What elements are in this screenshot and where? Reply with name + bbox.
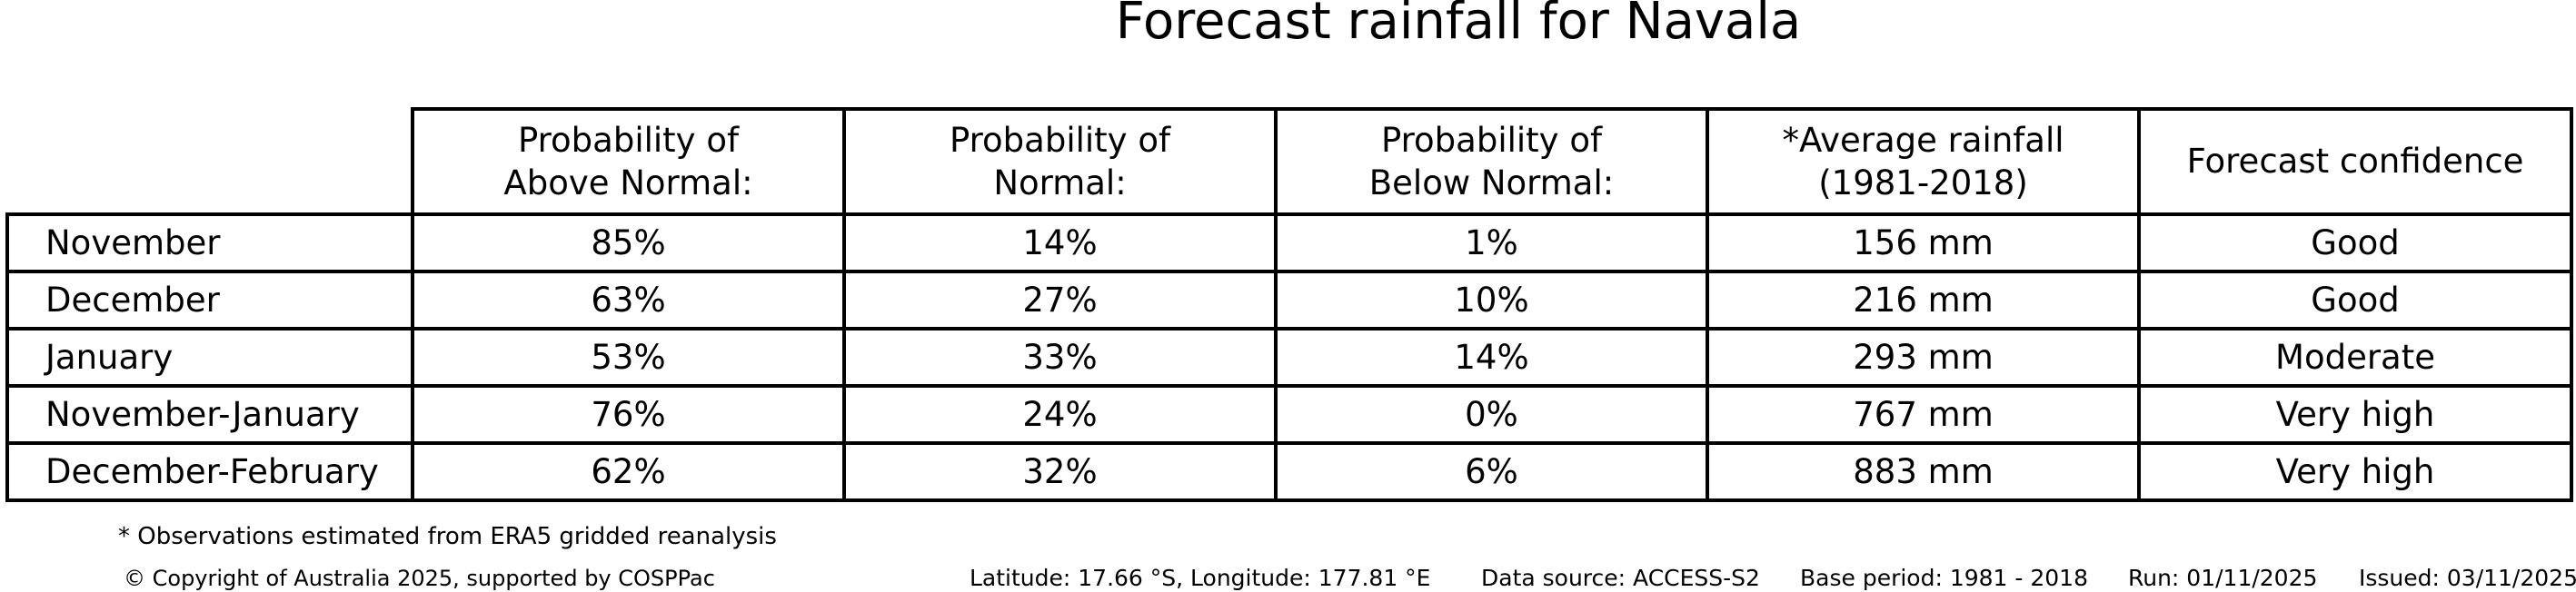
table-header-row: Probability of Above Normal: Probability… <box>7 107 2573 216</box>
above-normal-value: 53% <box>411 327 846 388</box>
average-rainfall-value: 767 mm <box>1706 384 2141 445</box>
confidence-value: Moderate <box>2137 327 2573 388</box>
empty-corner-cell <box>7 109 413 214</box>
normal-value: 14% <box>842 212 1278 273</box>
location-text: Latitude: 17.66 °S, Longitude: 177.81 °E <box>970 565 1431 591</box>
above-normal-value: 85% <box>411 212 846 273</box>
above-normal-value: 76% <box>411 384 846 445</box>
average-rainfall-value: 883 mm <box>1706 441 2141 502</box>
below-normal-value: 6% <box>1274 441 1709 502</box>
confidence-value: Good <box>2137 212 2573 273</box>
row-label: January <box>5 327 414 388</box>
table-row: December 63% 27% 10% 216 mm Good <box>5 270 2573 331</box>
row-label: November <box>5 212 414 273</box>
column-header-forecast-confidence: Forecast confidence <box>2137 107 2573 216</box>
data-source-text: Data source: ACCESS-S2 <box>1481 565 1760 591</box>
column-header-below-normal: Probability of Below Normal: <box>1274 107 1709 216</box>
table-row: November 85% 14% 1% 156 mm Good <box>5 212 2573 273</box>
below-normal-value: 0% <box>1274 384 1709 445</box>
table-row: December-February 62% 32% 6% 883 mm Very… <box>5 441 2573 502</box>
confidence-value: Very high <box>2137 441 2573 502</box>
issued-date-text: Issued: 03/11/2025 <box>2359 565 2576 591</box>
below-normal-value: 10% <box>1274 270 1709 331</box>
column-header-above-normal: Probability of Above Normal: <box>411 107 846 216</box>
table-row: November-January 76% 24% 0% 767 mm Very … <box>5 384 2573 445</box>
normal-value: 27% <box>842 270 1278 331</box>
row-label: November-January <box>5 384 414 445</box>
column-header-normal: Probability of Normal: <box>842 107 1278 216</box>
below-normal-value: 1% <box>1274 212 1709 273</box>
above-normal-value: 62% <box>411 441 846 502</box>
column-header-average-rainfall: *Average rainfall (1981-2018) <box>1706 107 2141 216</box>
normal-value: 24% <box>842 384 1278 445</box>
normal-value: 33% <box>842 327 1278 388</box>
confidence-value: Very high <box>2137 384 2573 445</box>
below-normal-value: 14% <box>1274 327 1709 388</box>
row-label: December <box>5 270 414 331</box>
normal-value: 32% <box>842 441 1278 502</box>
run-date-text: Run: 01/11/2025 <box>2128 565 2318 591</box>
above-normal-value: 63% <box>411 270 846 331</box>
average-rainfall-value: 156 mm <box>1706 212 2141 273</box>
base-period-text: Base period: 1981 - 2018 <box>1800 565 2088 591</box>
page-title: Forecast rainfall for Navala <box>1115 0 1802 51</box>
average-rainfall-value: 293 mm <box>1706 327 2141 388</box>
observations-footnote: * Observations estimated from ERA5 gridd… <box>118 523 777 550</box>
copyright-text: © Copyright of Australia 2025, supported… <box>124 566 715 591</box>
row-label: December-February <box>5 441 414 502</box>
table-row: January 53% 33% 14% 293 mm Moderate <box>5 327 2573 388</box>
forecast-table: Probability of Above Normal: Probability… <box>5 107 2573 502</box>
average-rainfall-value: 216 mm <box>1706 270 2141 331</box>
confidence-value: Good <box>2137 270 2573 331</box>
